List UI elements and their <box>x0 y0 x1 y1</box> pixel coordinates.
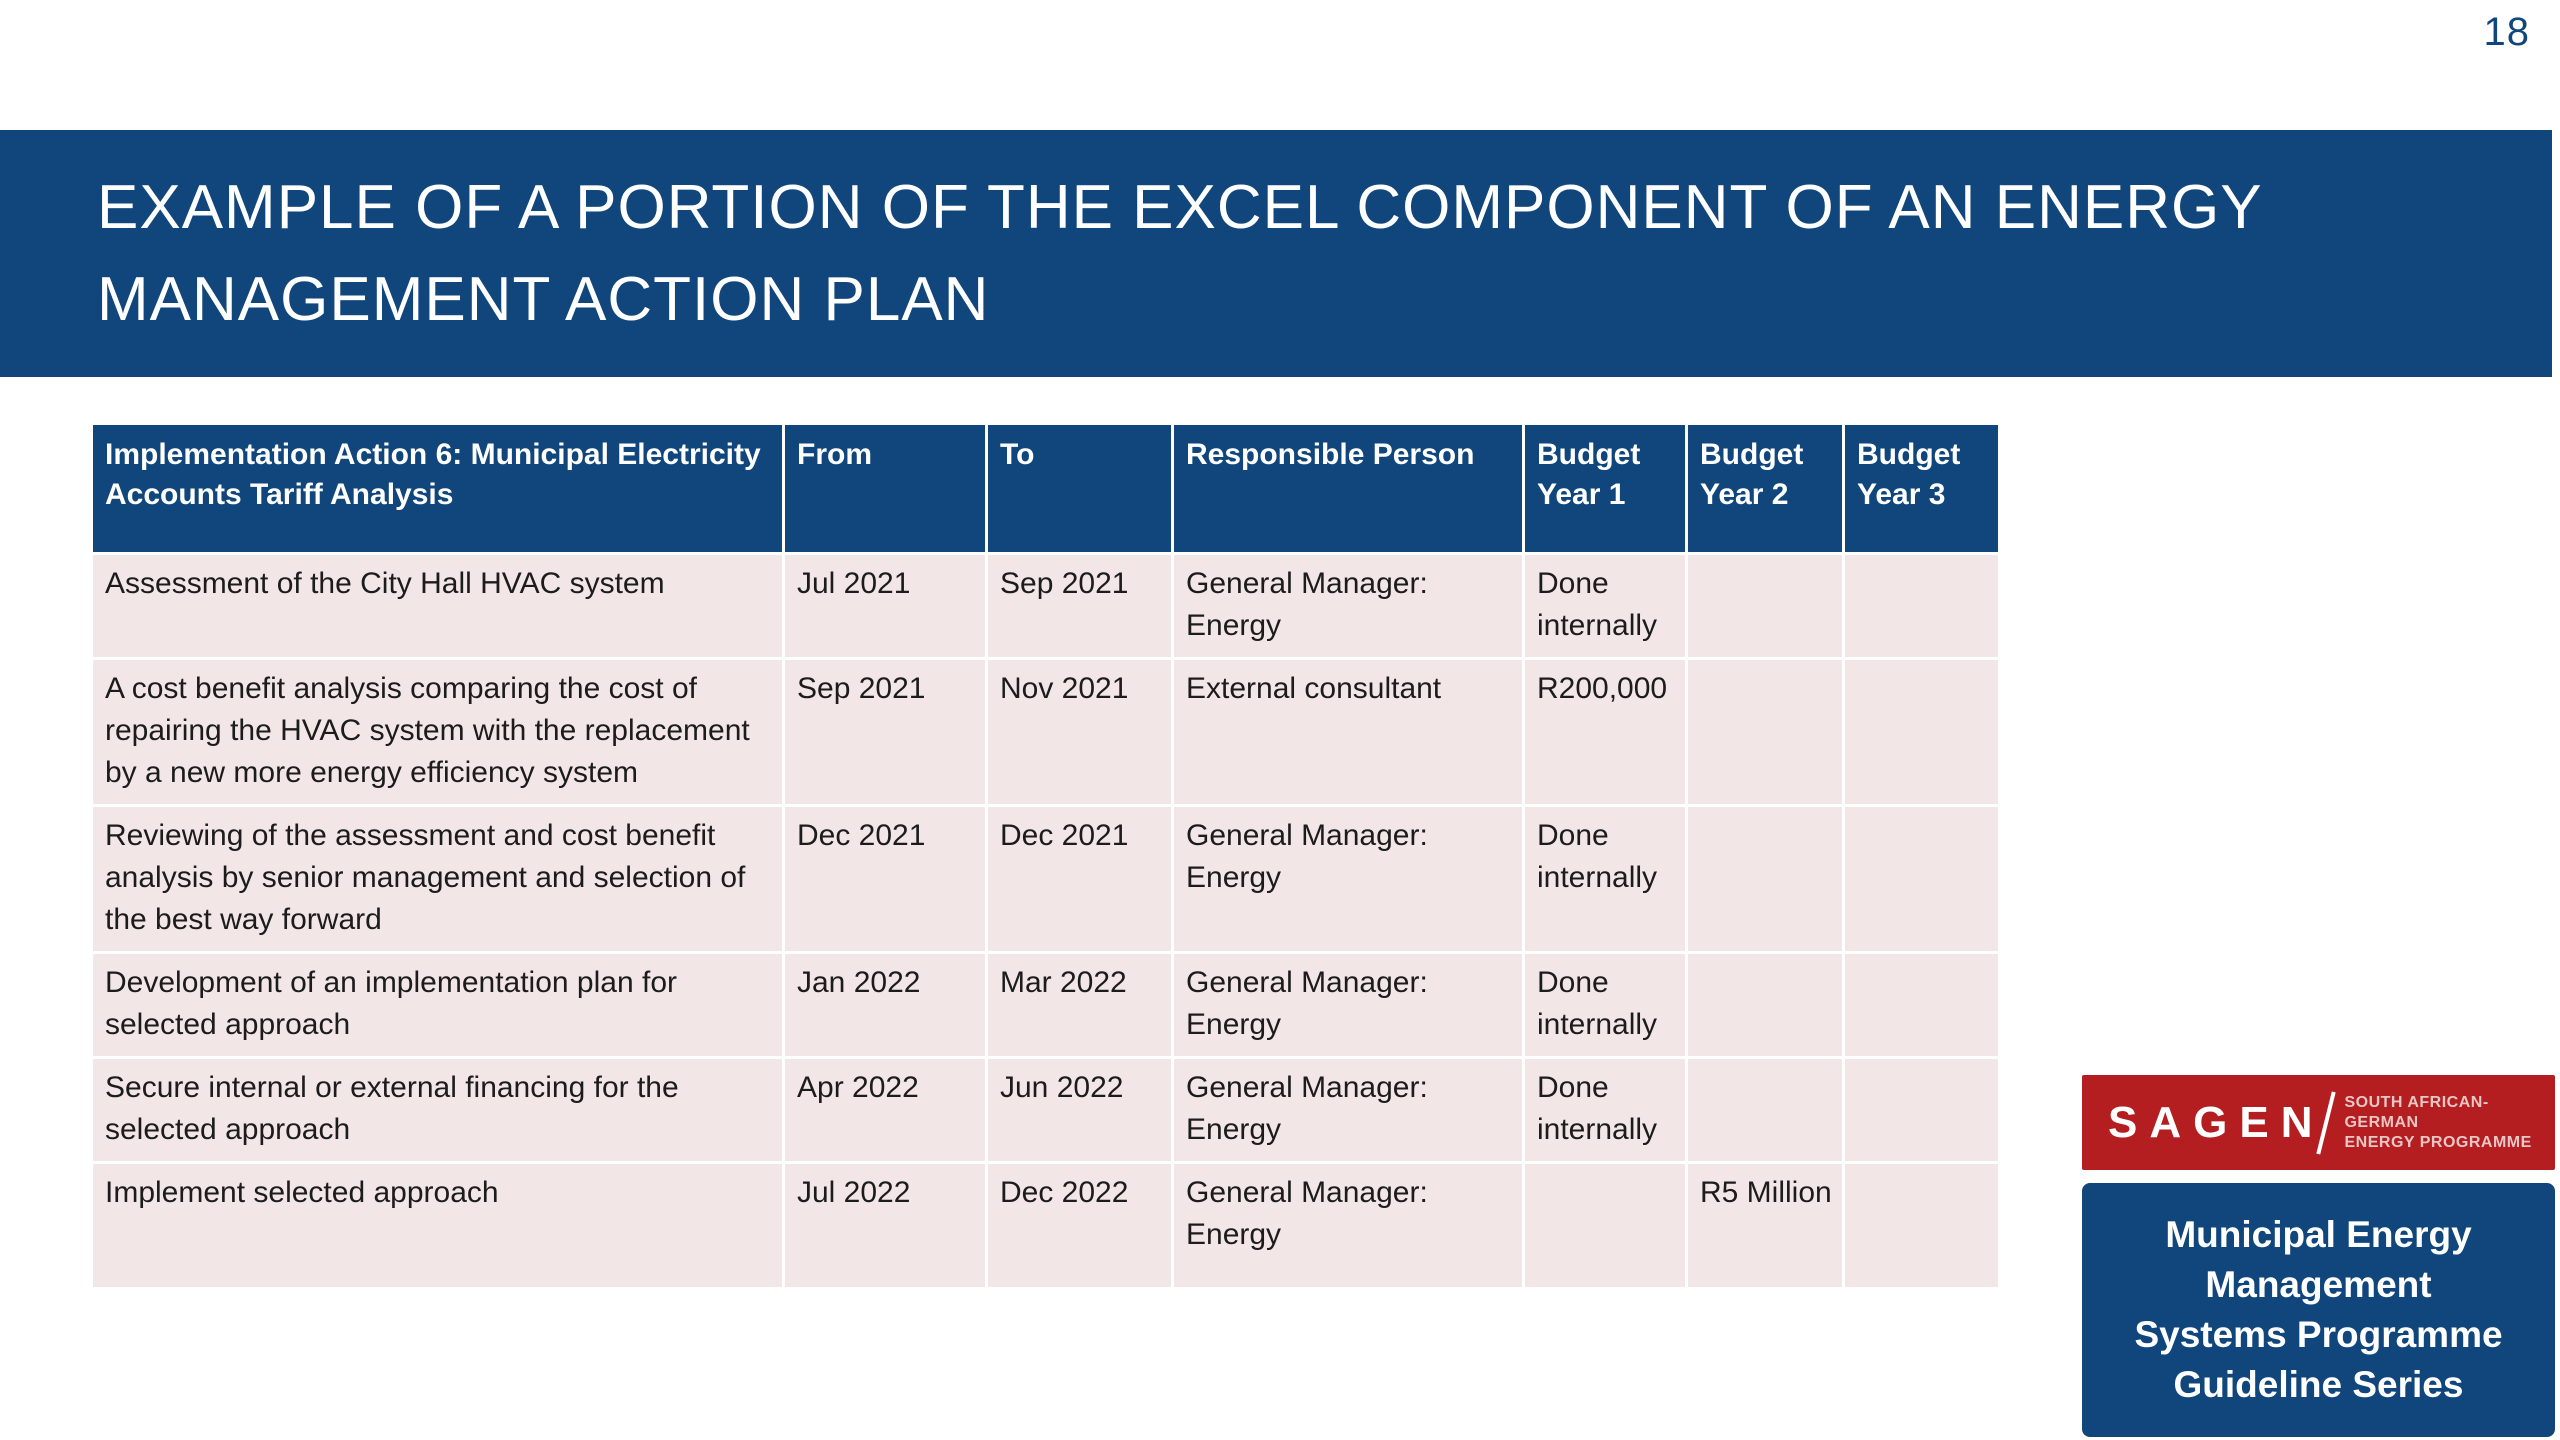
cell-budget-year-2 <box>1688 807 1845 954</box>
table-row: Reviewing of the assessment and cost ben… <box>93 807 1998 954</box>
cell-person: General Manager: Energy <box>1174 1164 1525 1287</box>
cell-budget-year-2 <box>1688 660 1845 807</box>
cell-budget-year-2: R5 Million <box>1688 1164 1845 1287</box>
header-budget-year-2: Budget Year 2 <box>1688 425 1845 555</box>
cell-from: Apr 2022 <box>785 1059 988 1164</box>
cell-person: General Manager: Energy <box>1174 555 1525 660</box>
cell-budget-year-3 <box>1845 1059 1998 1164</box>
cell-to: Mar 2022 <box>988 954 1174 1059</box>
slide-title-line-2: MANAGEMENT ACTION PLAN <box>97 265 990 334</box>
header-budget-year-1: Budget Year 1 <box>1525 425 1688 555</box>
cell-to: Sep 2021 <box>988 555 1174 660</box>
cell-budget-year-2 <box>1688 555 1845 660</box>
cell-action: Secure internal or external financing fo… <box>93 1059 785 1164</box>
cell-person: General Manager: Energy <box>1174 807 1525 954</box>
cell-budget-year-2 <box>1688 1059 1845 1164</box>
header-budget-year-3: Budget Year 3 <box>1845 425 1998 555</box>
table-row: A cost benefit analysis comparing the co… <box>93 660 1998 807</box>
action-plan-table: Implementation Action 6: Municipal Elect… <box>93 425 1998 1287</box>
sagen-tagline-line-1: SOUTH AFRICAN-GERMAN <box>2344 1093 2489 1131</box>
sagen-logo: SAGEN SOUTH AFRICAN-GERMAN ENERGY PROGRA… <box>2082 1075 2555 1170</box>
cell-budget-year-1: Done internally <box>1525 807 1688 954</box>
cell-action: Implement selected approach <box>93 1164 785 1287</box>
table-header-row: Implementation Action 6: Municipal Elect… <box>93 425 1998 555</box>
table-body: Assessment of the City Hall HVAC system J… <box>93 555 1998 1287</box>
cell-action: Assessment of the City Hall HVAC system <box>93 555 785 660</box>
cell-to: Jun 2022 <box>988 1059 1174 1164</box>
cell-budget-year-1 <box>1525 1164 1688 1287</box>
cell-budget-year-3 <box>1845 807 1998 954</box>
cell-person: General Manager: Energy <box>1174 954 1525 1059</box>
table-row: Implement selected approach Jul 2022 Dec 2… <box>93 1164 1998 1287</box>
cell-person: External consultant <box>1174 660 1525 807</box>
cell-to: Dec 2022 <box>988 1164 1174 1287</box>
header-implementation-action: Implementation Action 6: Municipal Elect… <box>93 425 785 555</box>
header-to: To <box>988 425 1174 555</box>
sagen-tagline: SOUTH AFRICAN-GERMAN ENERGY PROGRAMME <box>2344 1093 2555 1153</box>
cell-from: Jul 2022 <box>785 1164 988 1287</box>
sagen-logo-text: SAGEN <box>2108 1097 2325 1147</box>
cell-budget-year-3 <box>1845 555 1998 660</box>
table-header: Implementation Action 6: Municipal Elect… <box>93 425 1998 555</box>
cell-to: Nov 2021 <box>988 660 1174 807</box>
table-row: Secure internal or external financing fo… <box>93 1059 1998 1164</box>
cell-budget-year-1: Done internally <box>1525 1059 1688 1164</box>
cell-from: Jul 2021 <box>785 555 988 660</box>
cell-budget-year-3 <box>1845 660 1998 807</box>
cell-action: Reviewing of the assessment and cost ben… <box>93 807 785 954</box>
cell-from: Dec 2021 <box>785 807 988 954</box>
cell-budget-year-1: Done internally <box>1525 954 1688 1059</box>
cell-budget-year-3 <box>1845 954 1998 1059</box>
title-band: EXAMPLE OF A PORTION OF THE EXCEL COMPON… <box>0 130 2552 377</box>
cell-from: Sep 2021 <box>785 660 988 807</box>
table-row: Assessment of the City Hall HVAC system J… <box>93 555 1998 660</box>
cell-to: Dec 2021 <box>988 807 1174 954</box>
sagen-tagline-line-2: ENERGY PROGRAMME <box>2344 1133 2532 1151</box>
cell-from: Jan 2022 <box>785 954 988 1059</box>
slide-title-line-1: EXAMPLE OF A PORTION OF THE EXCEL COMPON… <box>97 173 2263 242</box>
header-responsible-person: Responsible Person <box>1174 425 1525 555</box>
cell-budget-year-2 <box>1688 954 1845 1059</box>
cell-budget-year-1: Done internally <box>1525 555 1688 660</box>
cell-person: General Manager: Energy <box>1174 1059 1525 1164</box>
header-from: From <box>785 425 988 555</box>
cell-budget-year-3 <box>1845 1164 1998 1287</box>
page-number: 18 <box>2483 10 2530 54</box>
table-row: Development of an implementation plan fo… <box>93 954 1998 1059</box>
series-line-3: Systems Programme <box>2134 1314 2503 1355</box>
cell-budget-year-1: R200,000 <box>1525 660 1688 807</box>
series-line-4: Guideline Series <box>2173 1364 2464 1405</box>
series-line-2: Management <box>2205 1264 2432 1305</box>
cell-action: A cost benefit analysis comparing the co… <box>93 660 785 807</box>
cell-action: Development of an implementation plan fo… <box>93 954 785 1059</box>
series-line-1: Municipal Energy <box>2165 1214 2472 1255</box>
guideline-series-box: Municipal Energy Management Systems Prog… <box>2082 1183 2555 1437</box>
